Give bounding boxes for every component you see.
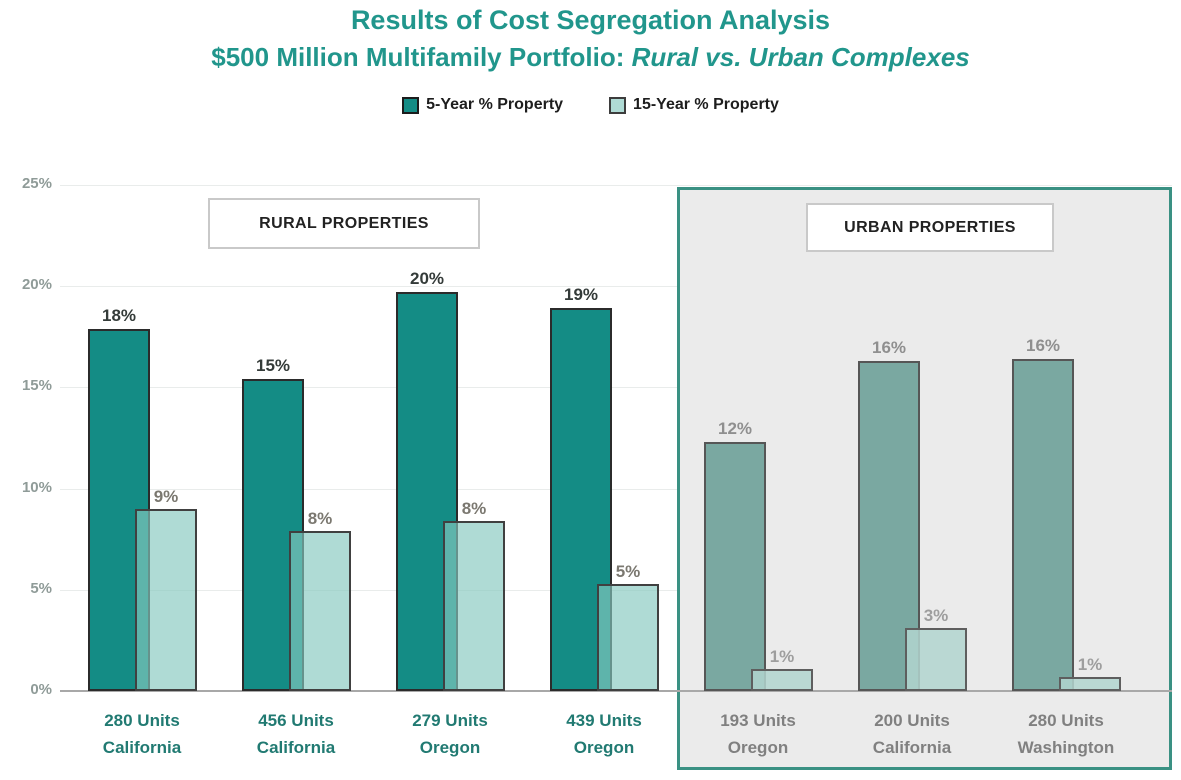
x-axis-label-line2: Oregon: [727, 738, 789, 757]
x-axis-label: 280 Units Washington: [991, 707, 1141, 761]
chart-title-line2-italic: Rural vs. Urban Complexes: [631, 42, 970, 72]
bar-label-15yr: 3%: [923, 606, 949, 626]
bar-label-15yr: 5%: [615, 561, 641, 581]
y-axis-tick-label: 5%: [30, 579, 52, 597]
bar-15yr: [751, 668, 813, 691]
gridline: [60, 488, 1172, 490]
chart-title-line2: $500 Million Multifamily Portfolio: Rura…: [0, 42, 1181, 73]
x-axis-label-line1: 456 Units: [258, 711, 334, 730]
bar-label-5yr: 19%: [563, 285, 599, 305]
bar-15yr: [597, 583, 659, 691]
urban-properties-box: URBAN PROPERTIES: [806, 203, 1054, 252]
bar-15yr: [135, 508, 197, 691]
x-axis-label-line2: Oregon: [419, 738, 481, 757]
x-axis-line: [60, 690, 1172, 692]
legend: 5-Year % Property 15-Year % Property: [0, 96, 1181, 114]
bar-5yr: [88, 328, 150, 691]
y-axis-tick-label: 10%: [21, 478, 52, 496]
rural-properties-box: RURAL PROPERTIES: [208, 198, 480, 249]
legend-swatch-5yr-icon: [402, 96, 420, 114]
bar-label-15yr: 9%: [153, 486, 179, 506]
bar-5yr: [242, 379, 304, 691]
x-axis-label-line1: 280 Units: [1028, 711, 1104, 730]
legend-item-15yr: 15-Year % Property: [609, 96, 779, 114]
bar-label-5yr: 16%: [871, 338, 907, 358]
legend-label-15yr: 15-Year % Property: [633, 96, 779, 113]
bar-label-15yr: 8%: [307, 509, 333, 529]
x-axis-label: 439 Units Oregon: [529, 707, 679, 761]
bar-5yr: [1012, 359, 1074, 691]
x-axis-label: 200 Units California: [837, 707, 987, 761]
x-axis-label: 279 Units Oregon: [375, 707, 525, 761]
bar-label-15yr: 1%: [1077, 654, 1103, 674]
bar-15yr: [443, 520, 505, 691]
bar-15yr: [1059, 676, 1121, 691]
gridline: [60, 185, 1172, 186]
bar-label-5yr: 16%: [1025, 336, 1061, 356]
bar-label-15yr: 8%: [461, 498, 487, 518]
x-axis-label-line1: 280 Units: [104, 711, 180, 730]
gridline: [60, 387, 1172, 389]
chart-title-line1: Results of Cost Segregation Analysis: [350, 5, 831, 35]
gridline: [60, 286, 1172, 288]
x-axis-label-line1: 439 Units: [566, 711, 642, 730]
bar-label-5yr: 18%: [101, 305, 137, 325]
x-axis-label-line2: Oregon: [573, 738, 635, 757]
bar-15yr: [905, 628, 967, 691]
bar-label-5yr: 15%: [255, 356, 291, 376]
bar-5yr: [704, 442, 766, 691]
x-axis-label-line1: 193 Units: [720, 711, 796, 730]
x-axis-label-line2: California: [102, 738, 182, 757]
x-axis-label-line2: Washington: [1017, 738, 1115, 757]
y-axis-tick-label: 25%: [21, 175, 52, 192]
y-axis-tick-label: 20%: [21, 276, 52, 294]
bar-5yr: [550, 308, 612, 691]
y-axis-tick-label: 0%: [30, 681, 52, 698]
legend-swatch-15yr-icon: [609, 96, 627, 114]
x-axis-label-line2: California: [256, 738, 336, 757]
x-axis-label-line2: California: [872, 738, 952, 757]
bar-label-15yr: 1%: [769, 646, 795, 666]
x-axis-label: 280 Units California: [67, 707, 217, 761]
bar-label-5yr: 12%: [717, 419, 753, 439]
bar-15yr: [289, 531, 351, 691]
bar-label-5yr: 20%: [409, 269, 445, 289]
x-axis-label: 193 Units Oregon: [683, 707, 833, 761]
y-axis-tick-label: 15%: [21, 377, 52, 395]
x-axis-label-line1: 279 Units: [412, 711, 488, 730]
x-axis-label-line1: 200 Units: [874, 711, 950, 730]
bar-5yr: [396, 292, 458, 691]
legend-item-5yr: 5-Year % Property: [402, 96, 563, 114]
bar-5yr: [858, 361, 920, 691]
x-axis-label: 456 Units California: [221, 707, 371, 761]
chart-title-line2-prefix: $500 Million Multifamily Portfolio:: [211, 42, 632, 72]
legend-label-5yr: 5-Year % Property: [426, 96, 564, 113]
